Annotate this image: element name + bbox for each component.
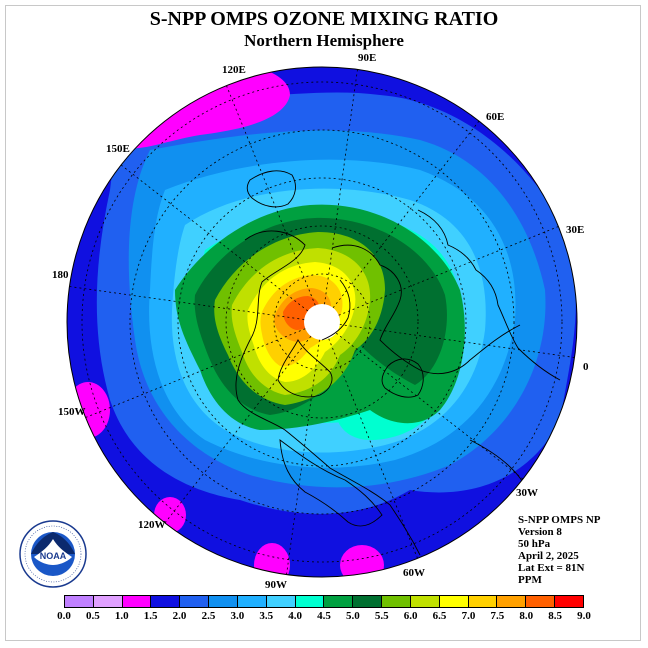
lon-label-150W: 150W [58,406,86,418]
map-subtitle: Northern Hemisphere [244,31,404,50]
noaa-logo-text: NOAA [40,551,67,561]
siberia-island [246,170,296,208]
colorbar-swatch [209,596,238,607]
colorbar-swatch [237,596,267,607]
pocket-75W [340,545,384,577]
colorbar-swatch [266,596,296,607]
colorbar-tick-label: 8.0 [519,610,534,622]
colorbar-swatch [151,596,181,607]
colorbar-swatch [526,596,556,607]
lon-label-0: 0 [583,361,589,373]
lon-label-150E: 150E [106,143,130,155]
colorbar-tick-label: 3.0 [230,610,245,622]
colorbar-tick-label: 3.5 [259,610,274,622]
hudson-bay [277,339,333,398]
colorbar-tick-label: 5.0 [346,610,360,622]
colorbar [64,595,584,608]
colorbar-ticks: 0.0 0.5 1.0 1.5 2.0 2.5 3.0 3.5 4.0 4.5 5.0 5.5 6.0 6… [57,610,591,624]
info-pressure: 50 hPa [518,538,551,550]
lon-label-180: 180 [52,269,69,281]
lon-label-30E: 30E [566,224,584,236]
info-instrument: S-NPP OMPS NP [518,514,601,526]
north-america-coast [235,230,421,556]
colorbar-tick-label: 9.0 [577,610,591,622]
colorbar-swatch [468,596,498,607]
info-version: Version 8 [518,526,562,538]
colorbar-tick-label: 6.5 [432,610,447,622]
lon-label-90W: 90W [265,579,287,591]
colorbar-swatch [180,596,210,607]
ozone-field [67,67,577,577]
colorbar-swatch [65,596,94,607]
colorbar-swatch [353,596,383,607]
colorbar-tick-label: 4.5 [317,610,331,622]
colorbar-tick-label: 1.0 [114,610,129,622]
latitude-grid [81,81,563,563]
lon-label-30W: 30W [516,487,538,499]
colorbar-swatch [93,596,123,607]
colorbar-tick-label: 0.0 [57,610,71,622]
lon-label-60E: 60E [486,111,504,123]
eurasia-coast [417,209,561,381]
colorbar-tick-label: 5.5 [374,610,389,622]
colorbar-swatch [555,596,583,607]
colorbar-tick-label: 2.5 [201,610,216,622]
colorbar-tick-label: 1.5 [143,610,158,622]
colorbar-swatch [122,596,152,607]
colorbar-tick-label: 8.5 [548,610,562,622]
colorbar-swatch [382,596,411,607]
colorbar-swatch [295,596,325,607]
colorbar-swatch [324,596,354,607]
map-boundary [66,66,578,578]
greenland-europe-coast [331,244,521,374]
colorbar-tick-label: 0.5 [86,610,100,622]
colorbar-tick-label: 6.0 [403,610,418,622]
lon-label-90E: 90E [358,52,376,64]
lon-label-120W: 120W [138,519,166,531]
info-units: PPM [518,574,542,586]
colorbar-tick-label: 4.0 [288,610,302,622]
map-title: S-NPP OMPS OZONE MIXING RATIO [149,8,499,30]
uk-islands [381,358,424,398]
noaa-logo: NOAA [19,520,87,588]
colorbar-tick-label: 7.5 [490,610,505,622]
colorbar-swatch [497,596,527,607]
colorbar-swatch [410,596,440,607]
gulf-coast [279,439,383,527]
colorbar-swatch [439,596,469,607]
lon-label-120E: 120E [222,64,246,76]
info-block: S-NPP OMPS NP Version 8 50 hPa April 2, … [518,514,601,586]
lon-label-60W: 60W [403,567,425,579]
info-date: April 2, 2025 [518,550,579,562]
colorbar-tick-label: 7.0 [461,610,476,622]
pole-no-data [304,304,340,340]
figure-frame [5,5,641,641]
info-lat-ext: Lat Ext = 81N [518,562,585,574]
colorbar-tick-label: 2.0 [172,610,187,622]
